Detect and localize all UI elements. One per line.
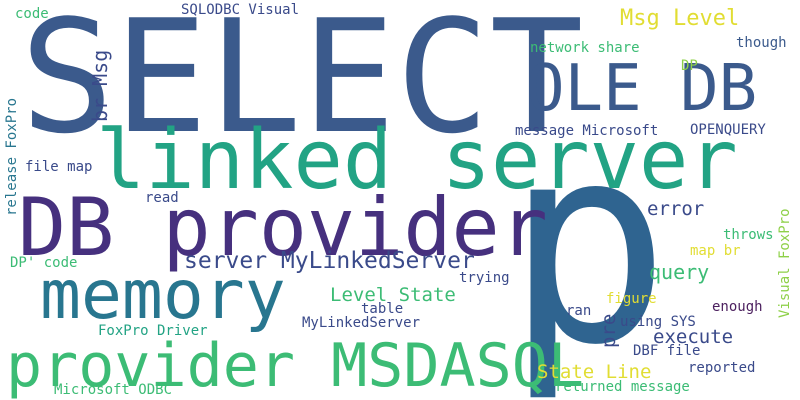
word-msg-level: Msg Level [620, 6, 740, 31]
word-linked-server: linked server [96, 113, 738, 208]
word-map-br: map br [690, 243, 741, 259]
word-error: error [647, 198, 705, 220]
word-figure: figure [606, 291, 657, 307]
word-microsoft-odbc: Microsoft ODBC [54, 382, 173, 398]
word-code: code [15, 6, 49, 22]
word-though: though [736, 35, 787, 51]
word-query: query [649, 260, 710, 284]
word-db-provider: DB provider [18, 181, 548, 274]
word-execute: execute [653, 326, 734, 348]
word-file-map: file map [25, 159, 93, 175]
word-using-sys: using SYS [620, 314, 696, 330]
word-ole-db: OLE DB [526, 52, 758, 126]
word-enough: enough [712, 299, 763, 315]
word-table: table [361, 301, 404, 317]
word-br-msg: br Msg [88, 49, 112, 122]
word-reported: reported [688, 360, 756, 376]
word-trying: trying [459, 270, 510, 286]
word-pre: pre [598, 313, 620, 348]
word-server-mylinkedserver: server MyLinkedServer [184, 248, 475, 274]
word-memory: memory [40, 256, 286, 335]
word-ran: ran [566, 303, 592, 319]
word-network-share: network share [530, 40, 640, 56]
word-p: p [505, 85, 671, 400]
word-dp-code: DP' code [10, 255, 78, 271]
word-level-state: Level State [330, 284, 456, 306]
word-provider-msdasql: provider MSDASQL [6, 331, 584, 400]
word-returned-message: returned message [555, 379, 690, 395]
word-release-foxpro: release FoxPro [4, 97, 20, 216]
word-mylinkedserver: MyLinkedServer [302, 315, 421, 331]
word-openquery: OPENQUERY [690, 122, 766, 138]
word-state-line: State Line [537, 361, 652, 383]
word-message-microsoft: message Microsoft [515, 123, 659, 139]
word-select: SELECT [20, 0, 584, 168]
word-read: read [145, 190, 179, 206]
word-sqlodbc-visual: SQLODBC Visual [181, 2, 300, 18]
word-dp: DP [681, 58, 698, 74]
word-foxpro-driver: FoxPro Driver [98, 323, 208, 339]
word-throws: throws [723, 227, 774, 243]
word-dbf-file: DBF file [633, 343, 701, 359]
word-visual-foxpro: Visual FoxPro [777, 208, 793, 318]
